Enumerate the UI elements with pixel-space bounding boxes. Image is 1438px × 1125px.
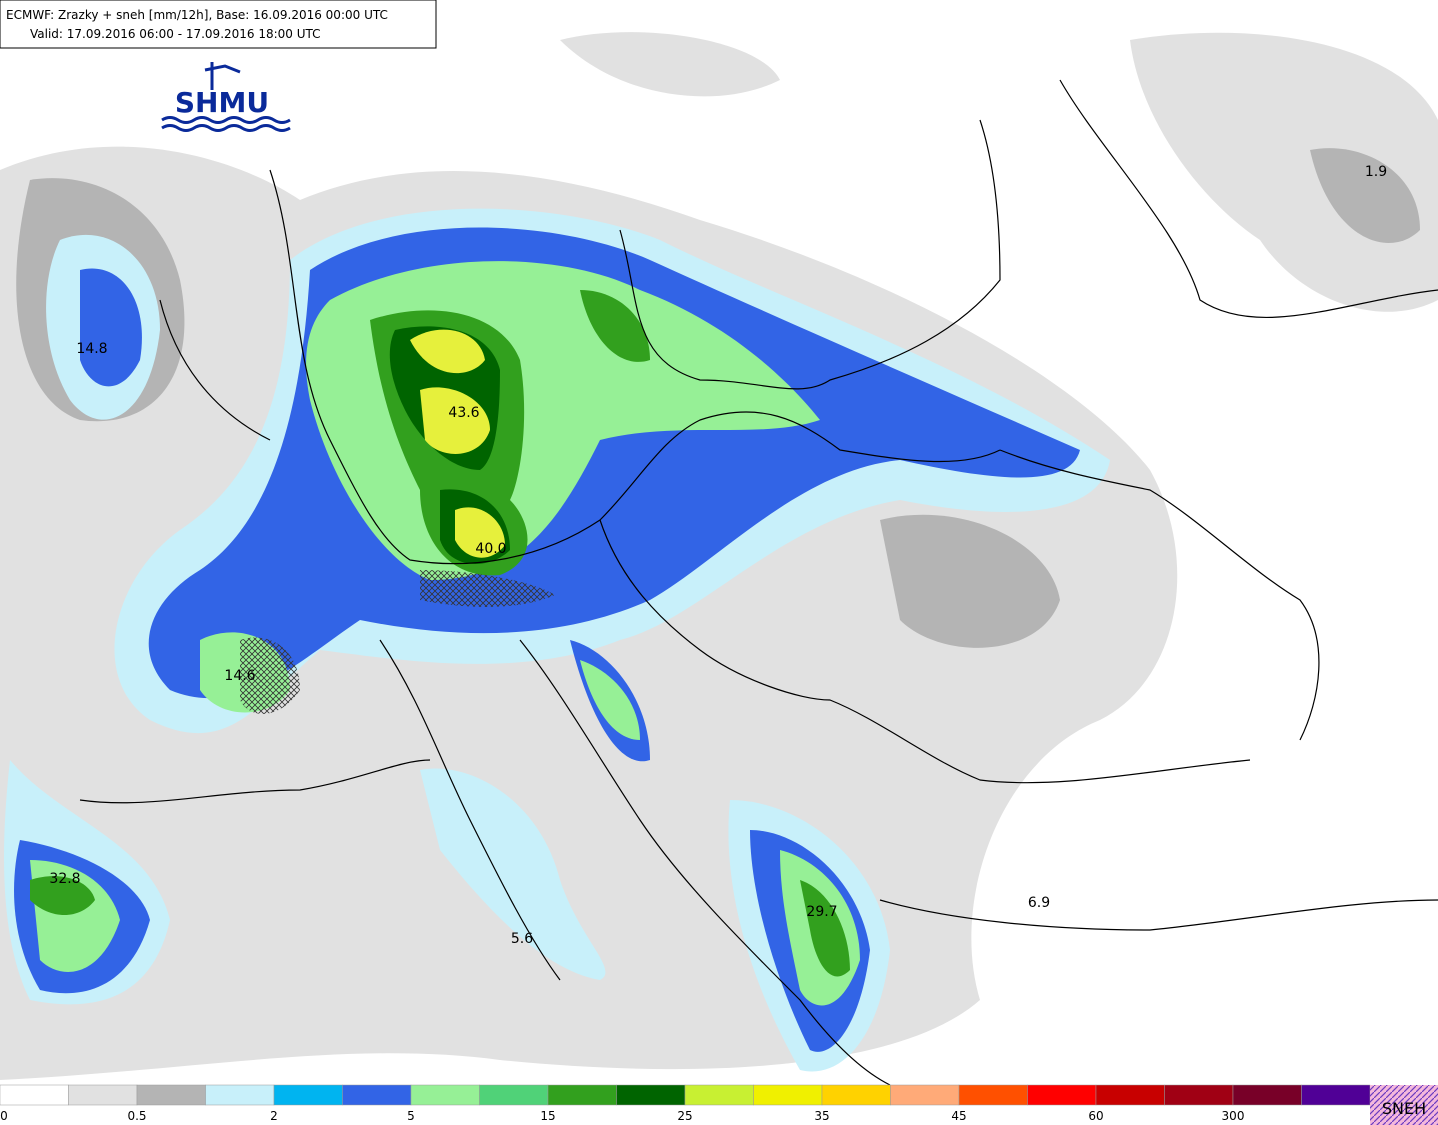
legend-snow-label: SNEH [1382,1099,1426,1118]
legend-label: 5 [407,1109,415,1123]
legend-swatch [616,1084,686,1106]
legend-swatch [68,1084,138,1106]
legend-swatch [205,1084,275,1106]
legend-label: 25 [677,1109,692,1123]
legend-swatch [684,1084,754,1106]
legend-swatch [753,1084,823,1106]
snow-hatch [240,570,555,714]
legend-snow-swatch [1370,1085,1438,1125]
legend-swatch [1232,1084,1302,1106]
header-line: ECMWF: Zrazky + sneh [mm/12h], Base: 16.… [6,8,388,22]
legend-swatch [1301,1084,1371,1106]
legend-label: 0.5 [127,1109,146,1123]
legend-swatch [342,1084,412,1106]
legend-swatch [273,1084,343,1106]
legend-swatch [821,1084,891,1106]
maximum-label: 40.0 [475,541,506,557]
header-box [0,0,437,49]
country-borders [79,79,1438,1086]
legend-label: 300 [1222,1109,1245,1123]
legend-swatch [1027,1084,1097,1106]
legend-label: 45 [951,1109,966,1123]
legend-label: 35 [814,1109,829,1123]
maximum-label: 32.8 [49,871,80,887]
legend-swatch [0,1084,69,1106]
legend-swatch [136,1084,206,1106]
legend-swatch [547,1084,617,1106]
maximum-label: 1.9 [1365,164,1387,180]
legend-swatch [410,1084,480,1106]
header-line: Valid: 17.09.2016 06:00 - 17.09.2016 18:… [30,27,321,41]
legend-swatch [479,1084,549,1106]
maximum-label: 14.8 [76,341,107,357]
precip-yellow [410,329,505,558]
logo: SHMU [161,62,291,132]
logo-text: SHMU [175,86,269,119]
legend-swatch [1095,1084,1165,1106]
legend-swatch [890,1084,960,1106]
legend-label: 60 [1088,1109,1103,1123]
legend-swatch [958,1084,1028,1106]
maximum-label: 43.6 [448,405,479,421]
legend-label: 2 [270,1109,278,1123]
maximum-label: 5.6 [511,931,533,947]
maxima-labels: 14.8 43.6 40.0 14.6 32.8 5.6 29.7 6.9 1.9 [49,164,1387,947]
legend-swatch [1164,1084,1234,1106]
maximum-label: 14.6 [224,668,255,684]
maximum-label: 29.7 [806,904,837,920]
legend-label: 15 [540,1109,555,1123]
legend: 0 0.5 2 5 15 25 35 45 60 300 SNEH [0,1084,1438,1125]
legend-label: 0 [0,1109,8,1123]
maximum-label: 6.9 [1028,895,1050,911]
